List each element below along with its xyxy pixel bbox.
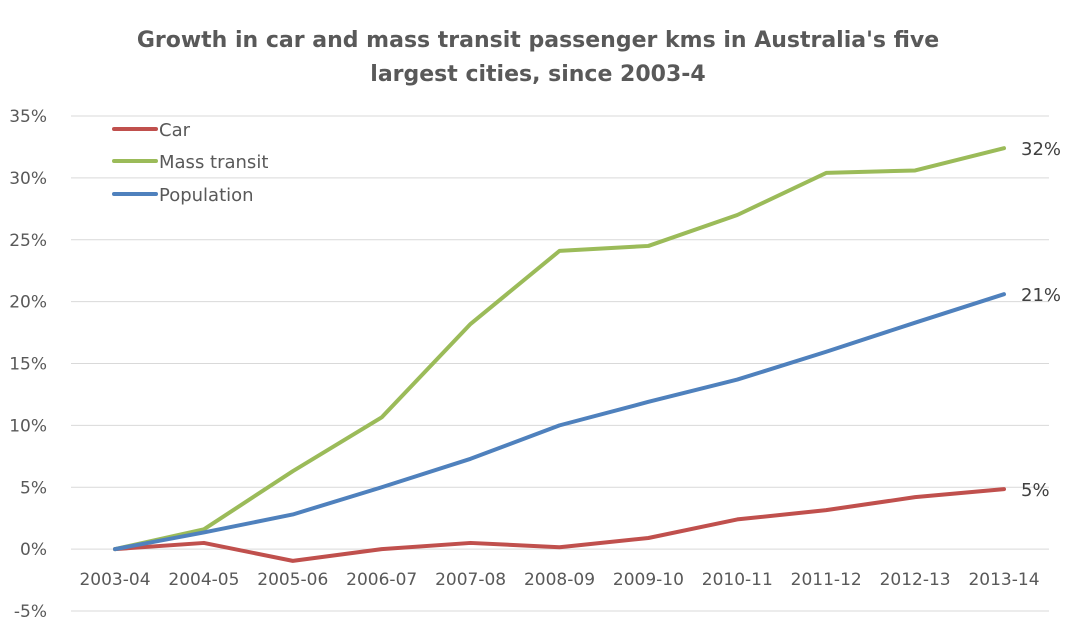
chart-title-line-1: Growth in car and mass transit passenger… [137, 28, 939, 53]
y-tick-label: 25% [9, 231, 47, 251]
legend: Car Mass transit Population [112, 120, 268, 206]
x-tick-label: 2006-07 [346, 570, 417, 590]
x-tick-label: 2010-11 [702, 570, 773, 590]
y-tick-label: 35% [9, 107, 47, 127]
y-tick-label: 0% [20, 540, 47, 560]
x-axis-tick-labels: 2003-04 2004-05 2005-06 2006-07 2007-08 2008-… [79, 570, 1039, 590]
chart-title-line-2: largest cities, since 2003-4 [370, 62, 705, 87]
x-tick-label: 2009-10 [613, 570, 684, 590]
x-tick-label: 2013-14 [968, 570, 1039, 590]
end-label-mass-transit: 32% [1021, 139, 1061, 160]
legend-label: Car [159, 120, 191, 141]
x-tick-label: 2004-05 [168, 570, 239, 590]
end-label-car: 5% [1021, 480, 1050, 501]
x-tick-label: 2007-08 [435, 570, 506, 590]
series-line-car [113, 487, 1006, 563]
y-tick-label: 15% [9, 355, 47, 375]
legend-label: Population [159, 185, 254, 206]
y-tick-label: -5% [14, 602, 47, 622]
end-label-population: 21% [1021, 285, 1061, 306]
series-line-population [113, 292, 1006, 552]
y-tick-label: 20% [9, 293, 47, 313]
y-axis-tick-labels: 35% 30% 25% 20% 15% 10% 5% 0% -5% [9, 107, 47, 622]
end-labels: 5% 32% 21% [1021, 139, 1061, 501]
x-tick-label: 2005-06 [257, 570, 328, 590]
series-line-mass-transit [113, 146, 1006, 552]
legend-item-mass-transit: Mass transit [112, 152, 268, 173]
x-tick-label: 2008-09 [524, 570, 595, 590]
legend-label: Mass transit [159, 152, 268, 173]
x-tick-label: 2003-04 [79, 570, 150, 590]
legend-item-population: Population [112, 185, 254, 206]
y-tick-label: 10% [9, 416, 47, 436]
y-tick-label: 30% [9, 169, 47, 189]
series-lines [113, 146, 1006, 563]
y-tick-label: 5% [20, 478, 47, 498]
x-tick-label: 2011-12 [791, 570, 862, 590]
chart-title: Growth in car and mass transit passenger… [137, 28, 939, 87]
legend-item-car: Car [112, 120, 191, 141]
x-tick-label: 2012-13 [880, 570, 951, 590]
